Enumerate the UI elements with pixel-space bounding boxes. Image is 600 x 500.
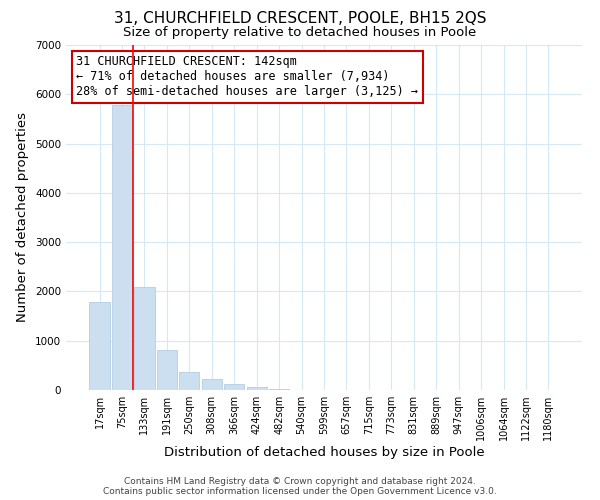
Text: Contains HM Land Registry data © Crown copyright and database right 2024.
Contai: Contains HM Land Registry data © Crown c… bbox=[103, 476, 497, 496]
Bar bbox=[247, 387, 267, 390]
Bar bbox=[89, 302, 110, 390]
Bar bbox=[269, 388, 289, 390]
Text: 31 CHURCHFIELD CRESCENT: 142sqm
← 71% of detached houses are smaller (7,934)
28%: 31 CHURCHFIELD CRESCENT: 142sqm ← 71% of… bbox=[76, 56, 418, 98]
Bar bbox=[224, 384, 244, 390]
Bar bbox=[179, 372, 199, 390]
Bar bbox=[112, 105, 132, 390]
Text: 31, CHURCHFIELD CRESCENT, POOLE, BH15 2QS: 31, CHURCHFIELD CRESCENT, POOLE, BH15 2Q… bbox=[114, 11, 486, 26]
Y-axis label: Number of detached properties: Number of detached properties bbox=[16, 112, 29, 322]
Text: Size of property relative to detached houses in Poole: Size of property relative to detached ho… bbox=[124, 26, 476, 39]
Bar bbox=[157, 350, 177, 390]
Bar bbox=[202, 378, 222, 390]
Bar bbox=[134, 288, 155, 390]
X-axis label: Distribution of detached houses by size in Poole: Distribution of detached houses by size … bbox=[164, 446, 484, 459]
